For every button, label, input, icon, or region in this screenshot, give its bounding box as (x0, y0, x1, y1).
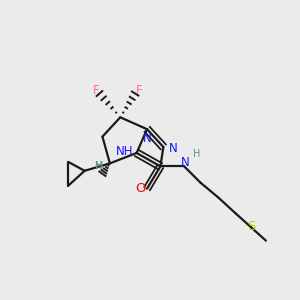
Text: O: O (135, 182, 146, 195)
Text: H: H (193, 149, 200, 160)
Text: N: N (181, 156, 190, 169)
Text: F: F (93, 84, 99, 97)
Text: H: H (94, 161, 102, 171)
Text: NH: NH (116, 145, 134, 158)
Text: F: F (135, 84, 142, 97)
Text: S: S (248, 220, 256, 233)
Text: N: N (143, 132, 152, 145)
Text: N: N (169, 142, 177, 155)
